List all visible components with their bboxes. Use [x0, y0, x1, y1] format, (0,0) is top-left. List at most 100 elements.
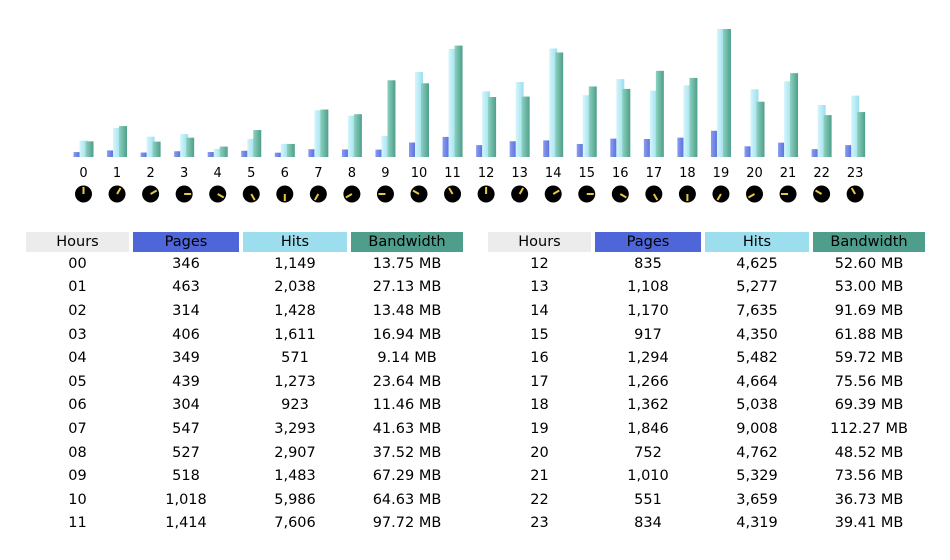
bandwidth-cell: 67.29 MB [372, 468, 442, 485]
bandwidth-cell: 91.69 MB [834, 302, 904, 319]
bandwidth-bar [655, 70, 664, 157]
hour-cell: 22 [530, 491, 549, 508]
clock-icon [678, 185, 696, 203]
table-row: 05 439 1,273 23.64 MB [26, 370, 463, 394]
bandwidth-cell: 69.39 MB [834, 397, 904, 414]
pages-bar [207, 152, 216, 157]
hits-cell: 1,273 [274, 373, 316, 390]
hours-column-header: Hours [488, 232, 591, 252]
pages-cell: 835 [634, 255, 662, 272]
clock-icon [343, 185, 361, 203]
hits-bar [213, 148, 222, 157]
pages-cell: 752 [634, 444, 662, 461]
hits-cell: 7,635 [736, 302, 778, 319]
bandwidth-cell: 75.56 MB [834, 373, 904, 390]
hits-cell: 1,149 [274, 255, 316, 272]
table-row: 14 1,170 7,635 91.69 MB [488, 299, 925, 323]
table-row: 10 1,018 5,986 64.63 MB [26, 488, 463, 512]
bandwidth-cell: 23.64 MB [372, 373, 442, 390]
hits-bar [314, 110, 323, 157]
hours-column-header: Hours [26, 232, 129, 252]
clock-icon [779, 185, 797, 203]
hits-bar [79, 140, 88, 157]
pages-bar [710, 130, 719, 157]
hour-tick-label: 6 [281, 166, 289, 181]
pages-bar [476, 145, 485, 157]
clock-icon [142, 185, 160, 203]
bandwidth-bar [488, 97, 497, 157]
hits-bar [750, 89, 759, 157]
bandwidth-bar [152, 141, 161, 157]
hits-cell: 1,611 [274, 326, 316, 343]
hour-tick-label: 21 [780, 166, 797, 181]
pages-bar [845, 145, 854, 157]
table-row: 13 1,108 5,277 53.00 MB [488, 276, 925, 300]
clock-icon [309, 185, 327, 203]
pages-cell: 1,108 [627, 279, 669, 296]
hits-cell: 4,319 [736, 515, 778, 532]
table-body-right: 12 835 4,625 52.60 MB 13 1,108 5,277 53.00 MB 14… [488, 252, 925, 535]
bandwidth-bar [253, 130, 262, 157]
bandwidth-bar [286, 143, 295, 157]
hour-cell: 10 [68, 491, 87, 508]
bandwidth-bar [790, 73, 799, 157]
hour-tick-label: 12 [478, 166, 495, 181]
clock-icon [175, 185, 193, 203]
bandwidth-bar [353, 114, 362, 157]
bandwidth-cell: 37.52 MB [372, 444, 442, 461]
table-row: 08 527 2,907 37.52 MB [26, 441, 463, 465]
hits-bar [482, 91, 491, 157]
hour-tick-label: 3 [180, 166, 188, 181]
hour-cell: 11 [68, 515, 87, 532]
pages-cell: 834 [634, 515, 662, 532]
pages-bar [576, 143, 585, 157]
table-row: 19 1,846 9,008 112.27 MB [488, 417, 925, 441]
table-row: 20 752 4,762 48.52 MB [488, 441, 925, 465]
hits-bar [347, 115, 356, 157]
bandwidth-cell: 39.41 MB [834, 515, 904, 532]
pages-cell: 1,294 [627, 350, 669, 367]
bandwidth-cell: 112.27 MB [830, 420, 908, 437]
pages-bar [509, 141, 518, 157]
table-row: 09 518 1,483 67.29 MB [26, 464, 463, 488]
pages-bar [308, 149, 317, 157]
pages-bar [610, 138, 619, 157]
bandwidth-cell: 27.13 MB [372, 279, 442, 296]
hour-cell: 14 [530, 302, 549, 319]
table-row: 01 463 2,038 27.13 MB [26, 276, 463, 300]
bandwidth-bar [555, 52, 564, 157]
hits-bar [716, 29, 725, 157]
bandwidth-bar [454, 45, 463, 158]
hour-cell: 15 [530, 326, 549, 343]
pages-bar [543, 140, 552, 157]
hour-tick-label: 5 [247, 166, 255, 181]
hour-tick-label: 19 [713, 166, 730, 181]
bandwidth-cell: 73.56 MB [834, 468, 904, 485]
pages-cell: 1,266 [627, 373, 669, 390]
hour-tick-label: 23 [847, 166, 864, 181]
hour-cell: 13 [530, 279, 549, 296]
hits-cell: 4,625 [736, 255, 778, 272]
table-header-row: Hours Pages Hits Bandwidth [488, 232, 925, 252]
hits-bar [683, 85, 692, 157]
bandwidth-cell: 52.60 MB [834, 255, 904, 272]
pages-cell: 346 [172, 255, 200, 272]
clock-icon [75, 185, 92, 203]
hits-bar [280, 143, 289, 157]
hour-tick-label: 10 [411, 166, 428, 181]
hits-bar [448, 48, 457, 158]
bandwidth-cell: 41.63 MB [372, 420, 442, 437]
pages-bar [140, 152, 149, 157]
clock-icon [712, 185, 730, 203]
clock-icon [376, 185, 394, 203]
clock-icon [108, 185, 126, 203]
hour-tick-label: 15 [578, 166, 595, 181]
clock-icon [611, 185, 629, 203]
hits-bar [582, 95, 591, 157]
bandwidth-cell: 13.75 MB [372, 255, 442, 272]
hour-tick-label: 4 [214, 166, 222, 181]
pages-cell: 463 [172, 279, 200, 296]
clock-icon [444, 185, 462, 203]
hour-tick-label: 2 [146, 166, 154, 181]
pages-cell: 1,414 [165, 515, 207, 532]
